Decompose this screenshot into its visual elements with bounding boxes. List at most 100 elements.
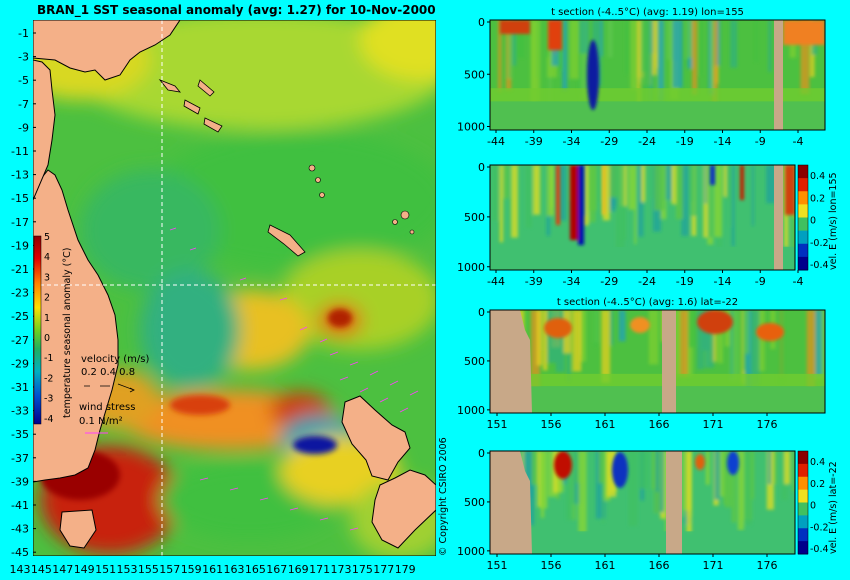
section-land-mask <box>666 451 682 554</box>
lat-tick-label: -9 <box>18 121 29 134</box>
x-tick-label: 151 <box>487 418 508 431</box>
copyright-notice: © Copyright CSIRO 2006 <box>438 437 449 556</box>
wind-legend-value: 0.1 N/m² <box>79 416 123 427</box>
x-tick-label: -9 <box>755 275 766 288</box>
lat-tick-label: -13 <box>11 169 29 182</box>
colorbar-tick-label: 5 <box>44 232 50 243</box>
lat-tick-label: -7 <box>18 98 29 111</box>
lat-tick-label: -27 <box>11 334 29 347</box>
colorbar-tick-label: 4 <box>44 252 50 263</box>
lat-tick-label: -3 <box>18 51 29 64</box>
velocity-colorbar-tick: 0.2 <box>810 479 825 490</box>
x-tick-label: -9 <box>755 135 766 148</box>
velocity-side-label: vel. E (m/s) lat=-22 <box>828 461 839 554</box>
velocity-colorbar-tick: 0.4 <box>810 457 825 468</box>
map-plot-area <box>33 20 436 556</box>
colorbar-tick-label: -4 <box>44 414 53 425</box>
y-tick-label: 1000 <box>457 261 485 274</box>
lat-tick-label: -11 <box>11 145 29 158</box>
x-tick-label: 166 <box>649 559 670 572</box>
new-zealand-south-island <box>371 469 436 549</box>
section-features <box>544 310 784 341</box>
wind-stress-arrows <box>169 227 419 531</box>
velocity-colorbar-tick: 0.2 <box>810 193 825 204</box>
x-tick-label: 151 <box>487 559 508 572</box>
lon-tick-label: 147 <box>52 563 73 576</box>
velocity-colorbar-tick: -0.4 <box>810 260 829 271</box>
map-longitude-axis: 143 145 147 149 151 153 155 157 159 161 163 165 167 1… <box>10 563 416 576</box>
section-frame <box>489 309 826 414</box>
x-tick-label: -19 <box>676 275 694 288</box>
velocity-colorbar <box>797 450 809 555</box>
lat-tick-label: -45 <box>11 546 29 559</box>
lat-tick-label: -31 <box>11 381 29 394</box>
lat-tick-label: -33 <box>11 405 29 418</box>
panel-title: t section (-4..5°C) (avg: 1.19) lon=155 <box>551 7 744 18</box>
lat-tick-label: -23 <box>11 287 29 300</box>
lat-tick-label: -37 <box>11 452 29 465</box>
section-coast-mask <box>490 451 532 554</box>
lat-tick-label: -5 <box>18 74 29 87</box>
section-features <box>554 451 739 488</box>
x-tick-label: 156 <box>541 559 562 572</box>
new-zealand-north-island <box>341 395 411 481</box>
cape-york-peninsula <box>33 59 56 201</box>
vanuatu-fiji-islands <box>308 164 415 235</box>
velocity-legend-arrows <box>84 383 135 393</box>
x-tick-label: 161 <box>595 418 616 431</box>
y-tick-label: 0 <box>478 306 485 319</box>
lat-tick-label: -21 <box>11 263 29 276</box>
section-field <box>490 451 795 554</box>
x-tick-label: -19 <box>676 135 694 148</box>
lon-tick-label: 177 <box>373 563 394 576</box>
lat-tick-label: -39 <box>11 475 29 488</box>
colorbar-tick-label: -1 <box>44 353 53 364</box>
lat-tick-label: -43 <box>11 523 29 536</box>
velocity-legend-values: 0.2 0.4 0.8 <box>81 367 135 378</box>
lat-tick-label: -35 <box>11 428 29 441</box>
velocity-colorbar-tick: 0 <box>810 216 816 227</box>
x-tick-label: 171 <box>703 418 724 431</box>
velocity-colorbar-tick: 0 <box>810 501 816 512</box>
y-tick-label: 1000 <box>457 404 485 417</box>
lat-tick-label: -15 <box>11 192 29 205</box>
section-features <box>556 165 795 245</box>
velocity-colorbar-tick: -0.4 <box>810 544 829 555</box>
map-latitude-axis: -1 -3 -5 -7 -9 -11 -13 -15 -17 -19 -21 -23 -25 -27 -29… <box>11 27 36 559</box>
x-tick-label: -29 <box>600 135 618 148</box>
velocity-colorbar-tick: -0.2 <box>810 238 829 249</box>
lon-tick-label: 153 <box>117 563 138 576</box>
new-caledonia <box>267 224 306 257</box>
x-tick-label: 166 <box>649 418 670 431</box>
lon-tick-label: 143 <box>10 563 31 576</box>
colorbar-tick-label: -3 <box>44 394 53 405</box>
x-tick-label: -14 <box>714 275 732 288</box>
section-land-mask <box>662 310 676 413</box>
panel-title: t section (-4..5°C) (avg: 1.6) lat=-22 <box>557 297 738 308</box>
section-field <box>490 165 795 270</box>
section-frame <box>489 164 796 271</box>
wind-legend-title: wind stress <box>79 402 135 413</box>
velocity-colorbar-tick: 0.4 <box>810 171 825 182</box>
map-colorbar <box>33 235 42 425</box>
y-tick-label: 0 <box>478 161 485 174</box>
lat-tick-label: -19 <box>11 239 29 252</box>
lat-tick-label: -29 <box>11 357 29 370</box>
colorbar-tick-label: 3 <box>44 272 50 283</box>
x-tick-label: -44 <box>487 275 505 288</box>
velocity-side-label: vel. E (m/s) lon=155 <box>828 172 839 270</box>
colorbar-tick-label: 0 <box>44 333 50 344</box>
y-tick-label: 500 <box>464 355 485 368</box>
lat-tick-label: -41 <box>11 499 29 512</box>
colorbar-tick-label: 1 <box>44 313 50 324</box>
x-tick-label: -44 <box>487 135 505 148</box>
lon-tick-label: 175 <box>352 563 373 576</box>
x-tick-label: 171 <box>703 559 724 572</box>
lon-tick-label: 161 <box>202 563 223 576</box>
map-colorbar-label: temperature seasonal anomaly (°C) <box>62 248 73 418</box>
map-title: BRAN_1 SST seasonal anomaly (avg: 1.27) … <box>37 3 436 18</box>
section-coast-mask <box>490 310 532 413</box>
velocity-colorbar <box>797 164 809 271</box>
